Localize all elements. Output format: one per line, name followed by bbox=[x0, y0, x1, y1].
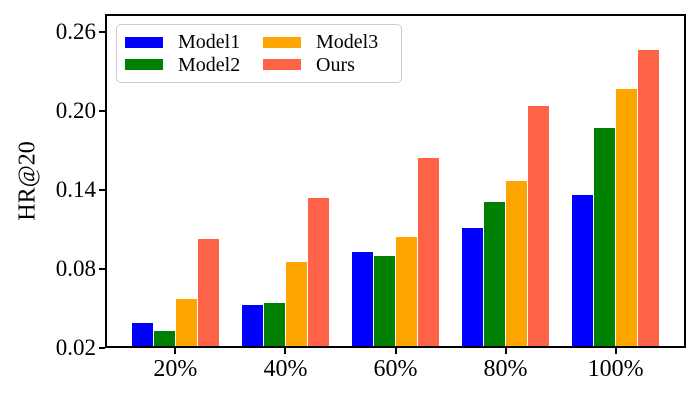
y-tick-label: 0.26 bbox=[55, 19, 96, 45]
legend-swatch-icon bbox=[263, 59, 301, 71]
bar-model3-80% bbox=[506, 180, 527, 348]
legend-swatch-icon bbox=[125, 36, 163, 48]
bar-model3-40% bbox=[286, 262, 307, 348]
x-tick-mark bbox=[174, 348, 177, 354]
y-tick-label: 0.08 bbox=[55, 256, 96, 281]
y-tick-mark bbox=[99, 268, 105, 270]
x-tick-mark bbox=[504, 348, 507, 354]
y-tick-label: 0.20 bbox=[55, 98, 96, 124]
bar-model1-60% bbox=[352, 251, 373, 348]
bar-ours-100% bbox=[638, 50, 659, 348]
y-tick-mark bbox=[99, 347, 105, 349]
legend-swatch-icon bbox=[125, 59, 163, 71]
bar-model2-80% bbox=[484, 201, 505, 348]
x-tick-label: 100% bbox=[587, 356, 644, 382]
x-tick-mark bbox=[284, 348, 287, 354]
legend-swatch-icon bbox=[263, 36, 301, 48]
legend-label: Ours bbox=[316, 53, 355, 76]
bar-ours-40% bbox=[308, 197, 329, 348]
x-tick-label: 80% bbox=[483, 356, 528, 382]
bar-model3-20% bbox=[176, 299, 197, 348]
bar-model1-100% bbox=[572, 195, 593, 348]
bar-model2-100% bbox=[594, 128, 615, 348]
bar-model1-80% bbox=[462, 228, 483, 348]
legend-item-model3: Model3 bbox=[263, 31, 391, 53]
bar-model2-40% bbox=[264, 303, 285, 348]
y-tick-mark bbox=[99, 31, 105, 34]
bar-model2-60% bbox=[374, 255, 395, 348]
bar-ours-80% bbox=[528, 105, 549, 348]
legend: Model1 Model2 Model3 Ours bbox=[116, 24, 402, 83]
bar-ours-60% bbox=[418, 158, 439, 348]
legend-item-model2: Model2 bbox=[125, 54, 253, 76]
x-tick-label: 20% bbox=[153, 356, 198, 382]
bar-model3-60% bbox=[396, 237, 417, 348]
y-tick-label: 0.14 bbox=[55, 177, 96, 203]
y-tick-mark bbox=[99, 189, 105, 192]
bar-model1-40% bbox=[242, 304, 263, 348]
legend-item-ours: Ours bbox=[263, 54, 391, 76]
legend-item-model1: Model1 bbox=[125, 31, 253, 53]
legend-label: Model3 bbox=[316, 31, 379, 54]
y-tick-mark bbox=[99, 110, 105, 113]
x-tick-label: 40% bbox=[263, 356, 308, 382]
legend-label: Model1 bbox=[178, 31, 241, 54]
bar-model2-20% bbox=[154, 330, 175, 348]
legend-label: Model2 bbox=[178, 53, 241, 76]
y-tick-label: 0.02 bbox=[55, 335, 96, 360]
x-tick-mark bbox=[614, 348, 617, 354]
x-tick-label: 60% bbox=[373, 356, 418, 382]
plot-area bbox=[105, 14, 686, 348]
bar-ours-20% bbox=[198, 238, 219, 348]
bar-model3-100% bbox=[616, 88, 637, 348]
bar-model1-20% bbox=[132, 322, 153, 348]
x-tick-mark bbox=[394, 348, 397, 354]
